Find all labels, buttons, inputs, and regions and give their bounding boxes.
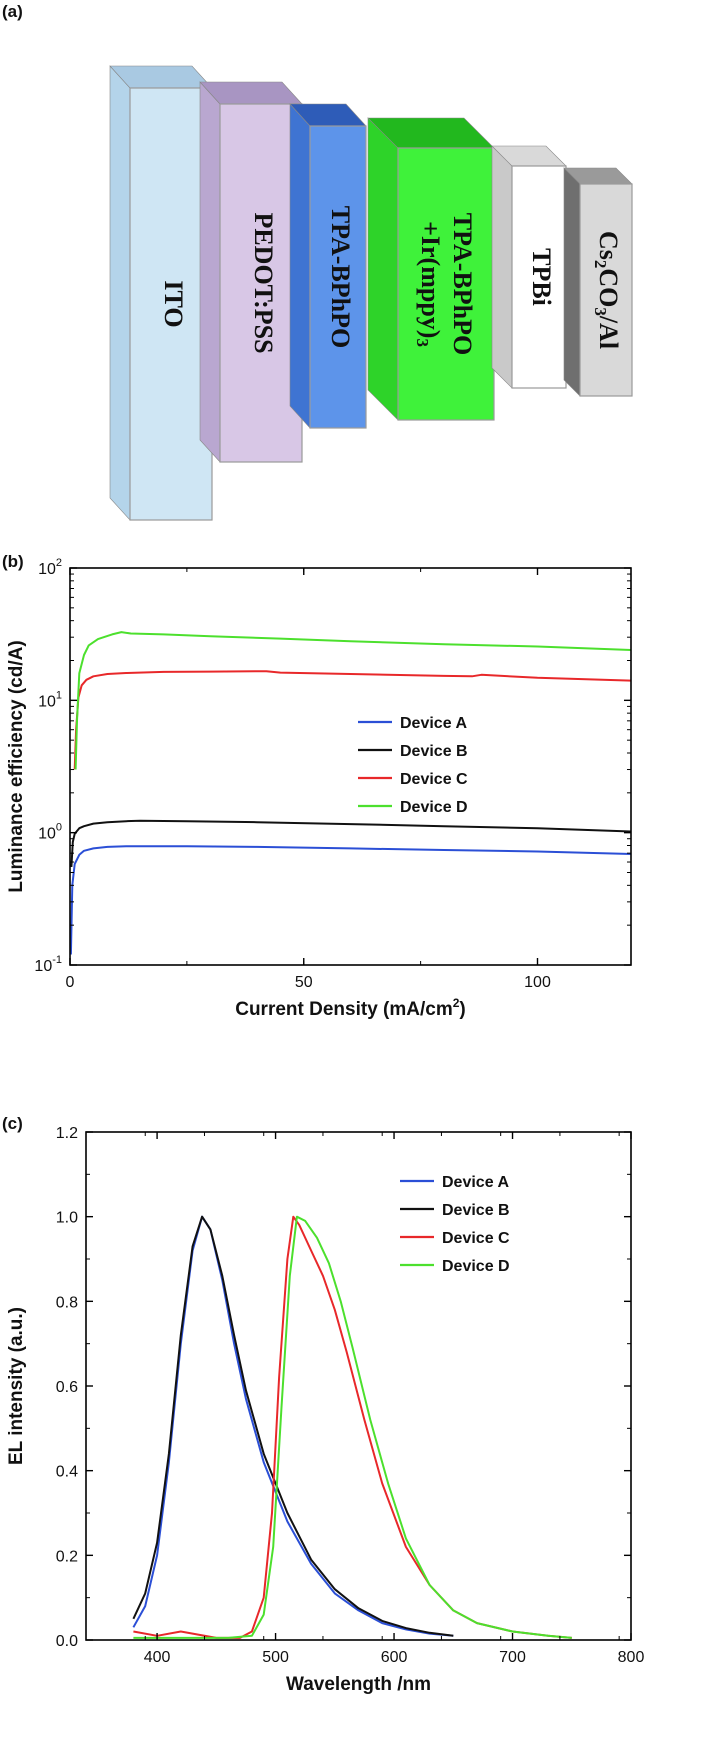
layer-label: TPA-BPhPO: [326, 206, 355, 349]
layer-front-face: [309, 125, 367, 429]
y-tick-label: 10-1: [34, 954, 62, 975]
layer-label-part: Cs: [594, 231, 623, 260]
legend-label: Device C: [442, 1230, 510, 1247]
layer-side-face: [563, 167, 581, 397]
x-tick-label: 600: [381, 1649, 408, 1666]
plot-area: [70, 631, 631, 955]
x-tick-label: 400: [144, 1649, 171, 1666]
x-tick-label: 800: [618, 1649, 645, 1666]
el-spectrum-chart: 400 500 600 700 800 0.0 0.2 0.4 0.6 0.8 1.0 1.2 Wave…: [6, 1125, 645, 1695]
y-tick-exponent: 2: [56, 557, 62, 569]
x-tick-label: 700: [499, 1649, 526, 1666]
x-axis-label-end: ): [459, 999, 465, 1020]
device-stack-diagram: ITO PEDOT:PSS TPA-BPhPO TPA-BPhPO+Ir(mppy)3…: [109, 65, 633, 521]
y-tick-label: 0.2: [56, 1548, 78, 1565]
y-tick-label: 100: [38, 822, 62, 843]
y-tick-label: 101: [38, 689, 62, 710]
x-axis-label: Wavelength /nm: [286, 1674, 431, 1695]
x-axis-label-superscript: 2: [453, 996, 460, 1010]
layer-side-face: [491, 145, 513, 389]
layer-label: TPA-BPhPO+Ir(mppy)3: [413, 213, 477, 356]
layer-label-subscript: 3: [591, 307, 610, 316]
y-tick-base: 10: [38, 826, 56, 843]
y-tick-base: 10: [38, 561, 56, 578]
x-tick-label: 0: [66, 974, 75, 991]
y-tick-label: 0.8: [56, 1294, 78, 1311]
series-line-device-b: [132, 1215, 454, 1637]
legend-label: Device D: [400, 799, 468, 816]
legend-label: Device B: [442, 1202, 510, 1219]
legend-label: Device A: [442, 1174, 509, 1191]
plot-frame: [69, 567, 632, 966]
y-tick-label: 0.4: [56, 1464, 78, 1481]
layer-label: TPBi: [527, 248, 556, 306]
layer-side-face: [109, 65, 131, 521]
legend-label: Device B: [400, 743, 468, 760]
x-tick-label: 100: [524, 974, 551, 991]
layer-label: Cs2CO3/Al: [591, 231, 623, 349]
plot-frame: [85, 1131, 632, 1641]
x-axis-label: Current Density (mA/cm2): [235, 996, 466, 1020]
layer-1: PEDOT:PSS: [199, 81, 303, 463]
layer-label-part: /Al: [594, 315, 623, 349]
series-line-device-b: [70, 819, 631, 868]
layer-side-face: [199, 81, 221, 463]
series-line-device-d: [133, 1215, 572, 1639]
y-tick-label: 1.0: [56, 1210, 78, 1227]
layer-2: TPA-BPhPO: [289, 103, 367, 429]
series-line-device-d: [74, 631, 631, 770]
layer-front-face: [219, 103, 303, 463]
y-tick-base: 10: [34, 958, 52, 975]
series-line-device-a: [70, 845, 631, 955]
legend-label: Device C: [400, 771, 468, 788]
legend: Device A Device B Device C Device D: [400, 1174, 510, 1275]
layer-front-face: [579, 183, 633, 397]
legend-label: Device D: [442, 1258, 510, 1275]
y-tick-base: 10: [38, 693, 56, 710]
layer-0: ITO: [109, 65, 213, 521]
x-tick-label: 500: [262, 1649, 289, 1666]
y-tick-exponent: 0: [56, 822, 62, 834]
layer-side-face: [367, 117, 399, 421]
y-tick-exponent: -1: [52, 954, 62, 966]
layer-label-line1: TPA-BPhPO: [448, 213, 477, 356]
plot-area: [132, 1215, 572, 1639]
panel-label-a: (a): [2, 2, 23, 21]
layer-4: TPBi: [491, 145, 567, 389]
series-line-device-c: [133, 1215, 572, 1639]
legend: Device A Device B Device C Device D: [358, 715, 468, 816]
x-tick-label: 50: [295, 974, 313, 991]
y-tick-label: 0.0: [56, 1633, 78, 1650]
layer-front-face: [511, 165, 567, 389]
panel-label-c: (c): [2, 1114, 23, 1133]
series-line-device-a: [132, 1215, 454, 1637]
layer-label-subscript: 2: [591, 260, 610, 269]
layer-label-line2: +Ir(mppy): [416, 221, 445, 338]
y-tick-label: 1.2: [56, 1125, 78, 1142]
panel-label-b: (b): [2, 552, 24, 571]
x-axis-label-text: Wavelength /nm: [286, 1674, 431, 1695]
layer-label: ITO: [159, 280, 188, 327]
y-tick-label: 0.6: [56, 1379, 78, 1396]
layer-front-face: [397, 147, 495, 421]
layer-side-face: [289, 103, 311, 429]
y-axis-label: Luminance efficiency (cd/A): [6, 640, 27, 892]
layer-5: Cs2CO3/Al: [563, 167, 633, 397]
layer-label-subscript: 3: [413, 338, 432, 347]
series-line-device-c: [73, 670, 631, 770]
x-axis-label-text: Current Density (mA/cm: [235, 999, 453, 1020]
layer-label: PEDOT:PSS: [249, 212, 278, 353]
legend-label: Device A: [400, 715, 467, 732]
layer-label-part: CO: [594, 268, 623, 307]
y-axis-label: EL intensity (a.u.): [6, 1307, 27, 1465]
y-tick-label: 102: [38, 557, 62, 578]
y-tick-exponent: 1: [56, 689, 62, 701]
layer-3: TPA-BPhPO+Ir(mppy)3: [367, 117, 495, 421]
